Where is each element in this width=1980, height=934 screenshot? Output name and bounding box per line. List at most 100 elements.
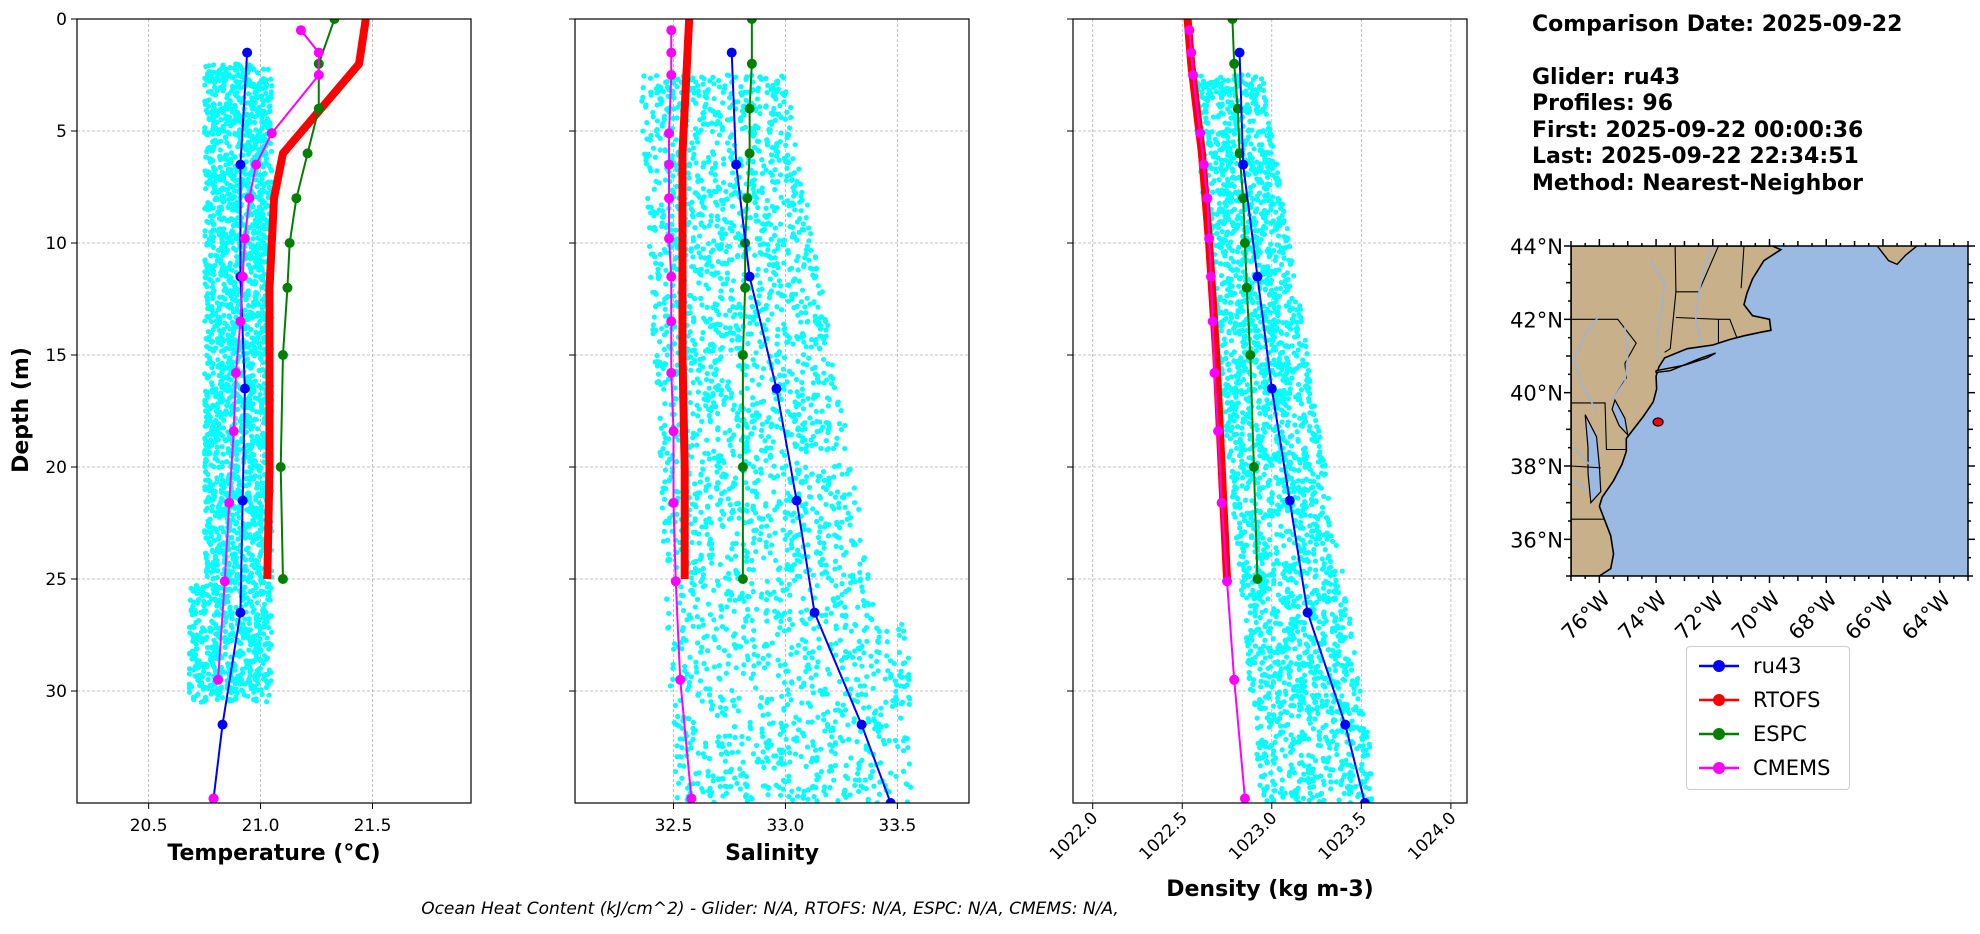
x-tick-label: 21.0 xyxy=(242,816,280,836)
long-island xyxy=(1655,352,1716,374)
y-tick-label: 15 xyxy=(45,346,67,366)
data-point xyxy=(1195,128,1206,139)
state-border xyxy=(1571,402,1627,451)
legend-item-rtofs: RTOFS xyxy=(1697,683,1820,717)
data-point xyxy=(219,576,230,587)
data-point xyxy=(664,128,675,139)
data-point xyxy=(237,271,248,282)
data-point xyxy=(664,233,675,244)
series-line xyxy=(1231,19,1259,580)
series-line xyxy=(212,52,249,799)
glider-profile-cloud xyxy=(1190,72,1375,803)
y-tick-label: 20 xyxy=(45,458,67,478)
data-point xyxy=(235,607,246,618)
y-tick-label: 10 xyxy=(45,234,67,254)
data-point xyxy=(230,367,241,378)
data-point xyxy=(1241,282,1252,293)
series-line xyxy=(279,19,336,580)
data-point xyxy=(1234,47,1245,58)
data-point xyxy=(1359,798,1370,803)
data-point xyxy=(666,316,677,327)
data-point xyxy=(235,316,246,327)
legend-swatch xyxy=(1699,694,1739,706)
data-point xyxy=(266,128,277,139)
data-point xyxy=(295,25,306,36)
longitude-label: 76°W xyxy=(1557,586,1615,644)
data-point xyxy=(235,159,246,170)
profile-count: Profiles: 96 xyxy=(1532,91,1674,116)
data-point xyxy=(726,47,737,58)
data-point xyxy=(1248,462,1259,472)
x-axis-label: Temperature (°C) xyxy=(167,841,380,866)
data-point xyxy=(329,19,340,24)
series-line xyxy=(741,19,753,579)
glider-name: Glider: ru43 xyxy=(1532,64,1681,90)
data-point xyxy=(742,193,753,204)
data-point xyxy=(284,238,295,248)
longitude-label: 68°W xyxy=(1784,586,1842,644)
data-point xyxy=(744,271,755,282)
data-point xyxy=(1229,58,1240,69)
data-point xyxy=(746,58,757,69)
legend-item-cmems: CMEMS xyxy=(1697,751,1831,785)
data-point xyxy=(675,674,686,685)
y-axis-label: Depth (m) xyxy=(9,347,34,473)
data-point xyxy=(228,426,239,437)
data-point xyxy=(1340,719,1351,730)
data-point xyxy=(251,159,262,170)
data-point xyxy=(885,798,896,803)
map: 44°N 42°N 40°N 38°N 36°N 76°W74°W72°W70°W68°W… xyxy=(1510,235,1975,645)
data-point xyxy=(244,193,255,204)
x-tick-label: 33.0 xyxy=(767,816,805,836)
series-rtofs xyxy=(263,19,370,580)
glider-location-marker xyxy=(1652,417,1664,427)
river xyxy=(1573,447,1592,467)
legend-item-espc: ESPC xyxy=(1697,717,1807,751)
longitude-label: 72°W xyxy=(1670,586,1728,644)
data-point xyxy=(237,495,248,506)
ocean-heat-content-note: Ocean Heat Content (kJ/cm^2) - Glider: N… xyxy=(421,899,1119,919)
series-ru43 xyxy=(1234,47,1370,803)
data-point xyxy=(664,159,675,170)
series-line xyxy=(678,19,694,579)
data-point xyxy=(746,19,757,24)
data-point xyxy=(1238,159,1249,170)
data-point xyxy=(1198,159,1209,170)
x-tick-label: 1023.5 xyxy=(1315,808,1371,864)
x-tick-label: 1024.0 xyxy=(1404,808,1460,864)
longitude-label: 64°W xyxy=(1897,586,1955,644)
series-espc xyxy=(1227,19,1263,584)
longitude-label: 66°W xyxy=(1840,586,1898,644)
data-point xyxy=(1205,271,1216,282)
data-point xyxy=(277,574,288,584)
data-point xyxy=(1266,383,1277,394)
profile-panel-2: 1022.0 1022.5 1023.0 1023.5 1024.0 Density (k… xyxy=(1046,18,1468,902)
delaware-bay xyxy=(1611,398,1629,437)
data-point xyxy=(1227,19,1238,24)
axes-frame xyxy=(76,18,472,804)
data-point xyxy=(744,148,755,159)
series-line xyxy=(217,29,320,680)
river xyxy=(1573,480,1589,493)
legend: ru43 RTOFS ESPC CMEMS xyxy=(1686,646,1850,790)
data-point xyxy=(731,159,742,170)
data-point xyxy=(242,47,253,58)
data-point xyxy=(1202,193,1213,204)
data-point xyxy=(744,103,755,114)
data-point xyxy=(1213,426,1224,437)
series-cmems xyxy=(664,25,697,803)
latitude-label: 42°N xyxy=(1510,308,1563,332)
legend-item-ru43: ru43 xyxy=(1697,649,1802,683)
nova-scotia xyxy=(1876,246,1921,266)
data-point xyxy=(1216,497,1227,508)
data-point xyxy=(1245,350,1256,360)
data-point xyxy=(668,497,679,508)
y-tick-label: 5 xyxy=(56,122,67,142)
latitude-label: 36°N xyxy=(1510,528,1563,552)
series-espc xyxy=(275,19,340,584)
data-point xyxy=(1238,193,1249,204)
data-point xyxy=(666,70,677,80)
comparison-date: Comparison Date: 2025-09-22 xyxy=(1532,12,1903,37)
y-tick-label: 25 xyxy=(45,570,67,590)
